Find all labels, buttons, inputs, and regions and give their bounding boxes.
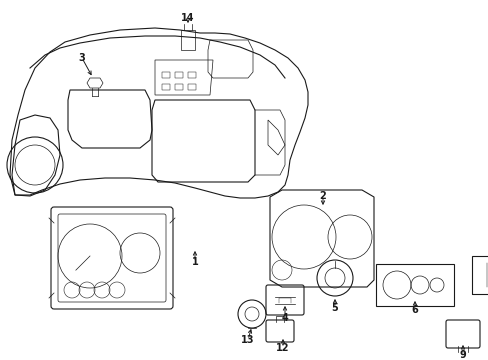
Text: 12: 12 <box>276 343 289 353</box>
Text: 1: 1 <box>191 257 198 267</box>
Bar <box>181 30 195 50</box>
Bar <box>187 72 196 78</box>
Text: 4: 4 <box>281 313 288 323</box>
Text: 5: 5 <box>331 303 338 313</box>
Text: 13: 13 <box>241 335 254 345</box>
Text: 14: 14 <box>181 13 194 23</box>
Text: 6: 6 <box>411 305 418 315</box>
Text: 3: 3 <box>79 53 85 63</box>
Text: 9: 9 <box>459 350 466 360</box>
Bar <box>162 72 170 78</box>
Bar <box>162 84 170 90</box>
Bar <box>175 84 183 90</box>
Bar <box>187 84 196 90</box>
Bar <box>175 72 183 78</box>
Text: 2: 2 <box>319 191 325 201</box>
